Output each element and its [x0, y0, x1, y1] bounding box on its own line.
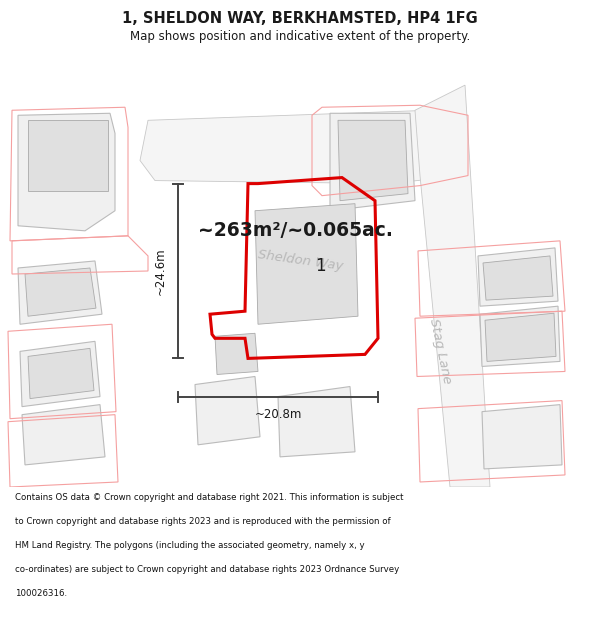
Polygon shape — [28, 348, 94, 399]
Polygon shape — [482, 404, 562, 469]
Polygon shape — [215, 333, 258, 374]
Polygon shape — [25, 268, 96, 316]
Text: 1: 1 — [314, 257, 325, 275]
Text: 1, SHELDON WAY, BERKHAMSTED, HP4 1FG: 1, SHELDON WAY, BERKHAMSTED, HP4 1FG — [122, 11, 478, 26]
Text: Contains OS data © Crown copyright and database right 2021. This information is : Contains OS data © Crown copyright and d… — [15, 492, 404, 501]
Text: HM Land Registry. The polygons (including the associated geometry, namely x, y: HM Land Registry. The polygons (includin… — [15, 541, 365, 550]
Text: to Crown copyright and database rights 2023 and is reproduced with the permissio: to Crown copyright and database rights 2… — [15, 517, 391, 526]
Text: ~24.6m: ~24.6m — [154, 247, 167, 295]
Polygon shape — [18, 261, 102, 324]
Text: Map shows position and indicative extent of the property.: Map shows position and indicative extent… — [130, 30, 470, 43]
Polygon shape — [338, 120, 408, 201]
Polygon shape — [330, 113, 415, 211]
Text: Stag Lane: Stag Lane — [427, 318, 453, 385]
Polygon shape — [415, 85, 490, 487]
Text: ~20.8m: ~20.8m — [254, 408, 302, 421]
Polygon shape — [483, 256, 553, 300]
Text: 100026316.: 100026316. — [15, 589, 67, 598]
Polygon shape — [195, 376, 260, 445]
Polygon shape — [485, 313, 556, 361]
Polygon shape — [278, 386, 355, 457]
Polygon shape — [22, 404, 105, 465]
Polygon shape — [255, 204, 358, 324]
Polygon shape — [478, 248, 558, 306]
Text: co-ordinates) are subject to Crown copyright and database rights 2023 Ordnance S: co-ordinates) are subject to Crown copyr… — [15, 565, 399, 574]
Polygon shape — [480, 306, 560, 366]
Text: Sheldon Way: Sheldon Way — [257, 249, 343, 273]
Polygon shape — [20, 341, 100, 407]
Polygon shape — [140, 110, 465, 184]
Text: ~263m²/~0.065ac.: ~263m²/~0.065ac. — [197, 221, 392, 241]
Polygon shape — [28, 120, 108, 191]
Polygon shape — [18, 113, 115, 231]
